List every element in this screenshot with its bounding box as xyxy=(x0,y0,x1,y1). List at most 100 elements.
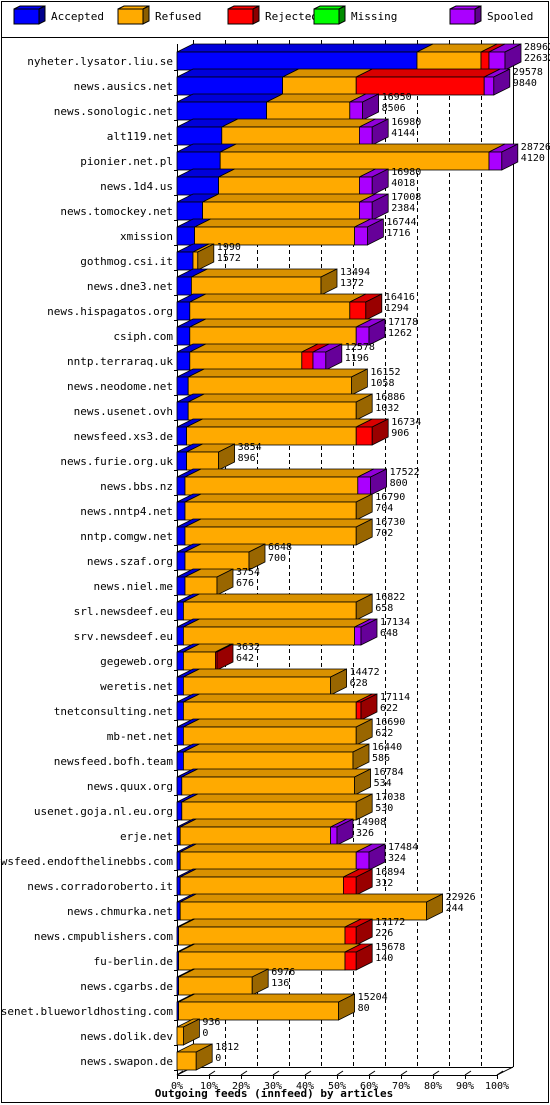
bar-front-face xyxy=(181,776,356,796)
accepted-value: 1196 xyxy=(345,353,369,364)
offered-value: 6648 xyxy=(268,542,292,553)
x-tick-label: 10% xyxy=(200,1081,218,1092)
offered-value: 28726 xyxy=(521,142,550,153)
bar-side-face xyxy=(336,818,354,846)
host-label: news.quux.org xyxy=(87,780,173,793)
bar-top-face xyxy=(183,743,370,753)
bar-segment-refused xyxy=(282,68,373,96)
host-label: srv.newsdeef.eu xyxy=(74,630,173,643)
host-label: news.dne3.net xyxy=(87,280,173,293)
bar-segment-refused xyxy=(179,868,360,896)
bar-segment-refused xyxy=(187,393,373,421)
bar-segment-refused xyxy=(182,618,371,646)
offered-value: 16894 xyxy=(375,867,405,878)
offered-value: 17114 xyxy=(380,692,410,703)
x-ticks: 0% 10% 20% 30% 40% 50% 60% 70% 80% 90% 100% xyxy=(171,1070,509,1092)
bar-front-face xyxy=(184,501,357,521)
bar-side-face xyxy=(355,718,373,746)
legend-swatch-rejected xyxy=(227,8,254,25)
bar-side-face xyxy=(355,518,373,546)
x-tick-slant xyxy=(240,1070,248,1076)
bar-front-face xyxy=(182,726,357,746)
accepted-value: 704 xyxy=(375,503,393,514)
bar-top-face xyxy=(181,768,371,778)
x-tick-label: 70% xyxy=(392,1081,410,1092)
host-label: news.dolik.dev xyxy=(80,1030,173,1043)
bar-side-face xyxy=(330,668,348,696)
bar-side-face xyxy=(426,893,444,921)
offered-value: 16886 xyxy=(375,392,405,403)
accepted-value: 628 xyxy=(350,678,368,689)
x-tick-slant xyxy=(368,1070,376,1076)
bar-top-face xyxy=(184,493,373,503)
offered-value: 6976 xyxy=(271,967,295,978)
accepted-value: 896 xyxy=(238,453,256,464)
legend-item-missing: Missing xyxy=(313,5,397,25)
accepted-value: 676 xyxy=(236,578,254,589)
accepted-value: 326 xyxy=(356,828,374,839)
accepted-value: 1572 xyxy=(217,253,241,264)
host-label: news.corradoroberto.it xyxy=(27,880,173,893)
x-tick-slant xyxy=(400,1070,408,1076)
bar-segment-refused xyxy=(178,918,362,946)
bar-front-face xyxy=(176,576,186,596)
bar-front-face xyxy=(176,151,221,171)
bar-top-face xyxy=(180,868,360,878)
bar-front-face xyxy=(176,851,181,871)
accepted-value: 700 xyxy=(268,553,286,564)
offered-value: 1990 xyxy=(217,242,241,253)
accepted-value: 8506 xyxy=(382,103,406,114)
host-label: news.szaf.org xyxy=(87,555,173,568)
host-label: nyheter.lysator.liu.se xyxy=(27,55,173,68)
bar-side-face xyxy=(355,493,373,521)
bar-top-face xyxy=(189,343,318,353)
bar-segment-spooled xyxy=(488,143,518,171)
bar-front-face xyxy=(330,826,338,846)
bar-side-face xyxy=(368,843,386,871)
bar-front-face xyxy=(176,326,191,346)
bar-front-face xyxy=(176,526,186,546)
x-tick-label: 60% xyxy=(360,1081,378,1092)
offered-value: 17008 xyxy=(391,192,421,203)
bar-front-face xyxy=(176,201,204,221)
bar-segment-spooled xyxy=(355,843,386,871)
accepted-value: 1032 xyxy=(375,403,399,414)
bar-front-face xyxy=(176,76,283,96)
bar-top-face xyxy=(178,918,362,928)
bar-top-face xyxy=(183,718,373,728)
bar-top-face xyxy=(189,293,366,303)
bar-segment-refused xyxy=(184,543,266,571)
offered-value: 16730 xyxy=(375,517,405,528)
bar-front-face xyxy=(480,51,490,71)
x-tick-label: 90% xyxy=(456,1081,474,1092)
bar-side-face xyxy=(325,343,343,371)
bar-front-face xyxy=(184,576,218,596)
bar-front-face xyxy=(182,676,331,696)
offered-value: 3754 xyxy=(236,567,260,578)
bar-front-face xyxy=(176,1026,184,1046)
bar-top-face xyxy=(221,118,376,128)
bar-side-face xyxy=(355,943,373,971)
accepted-value: 140 xyxy=(375,953,393,964)
bar-segment-refused xyxy=(179,818,347,846)
bar-front-face xyxy=(178,976,253,996)
offered-value: 16152 xyxy=(370,367,400,378)
bar-front-face xyxy=(182,601,357,621)
host-label: pionier.net.pl xyxy=(80,155,173,168)
bar-side-face xyxy=(251,968,269,996)
bar-front-face xyxy=(181,801,357,821)
bar-side-face xyxy=(352,743,370,771)
bar-side-face xyxy=(371,193,389,221)
offered-value: 17134 xyxy=(380,617,410,628)
host-label: news.usenet.ovh xyxy=(74,405,173,418)
bar-segment-refused xyxy=(184,518,373,546)
host-label: newsfeed.xs3.de xyxy=(74,430,173,443)
